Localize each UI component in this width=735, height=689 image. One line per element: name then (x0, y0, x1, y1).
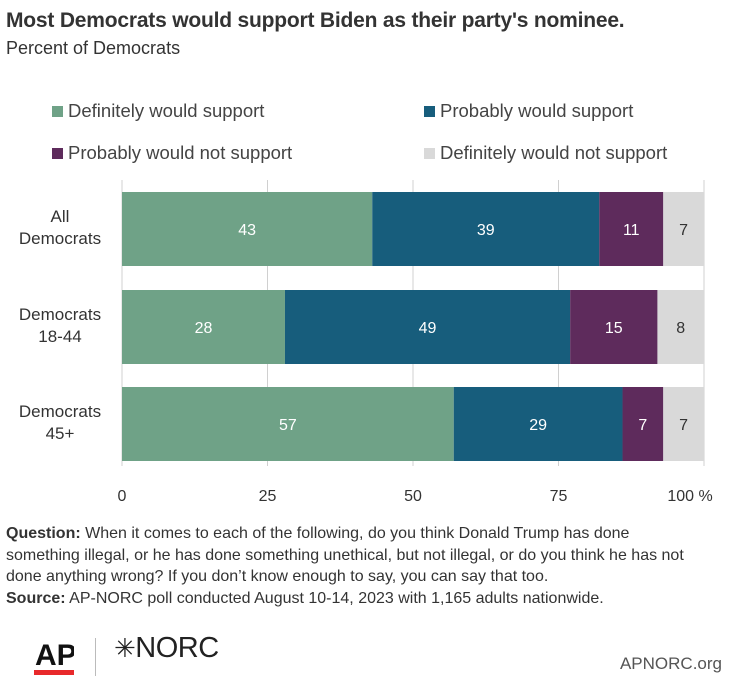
bar-segment (599, 192, 664, 266)
bar-segment (622, 387, 664, 461)
legend-item-probably-not-support: Probably would not support (52, 142, 292, 164)
bar-segment (453, 387, 623, 461)
footnote: Question: When it comes to each of the f… (6, 523, 706, 609)
legend-label: Definitely would support (68, 100, 265, 121)
chart-subtitle: Percent of Democrats (6, 38, 181, 58)
data-label: 29 (529, 417, 547, 434)
data-label: 49 (419, 320, 437, 337)
bar-segment (122, 387, 454, 461)
category-label: All (51, 207, 70, 226)
bar-segment (122, 192, 373, 266)
x-tick-label: 0 (118, 488, 127, 505)
legend-swatch (52, 147, 63, 159)
data-label: 7 (638, 417, 647, 434)
bar-segment (570, 290, 658, 364)
norc-logo-text: NORC (135, 632, 219, 664)
category-label: Democrats (19, 305, 101, 324)
data-label: 7 (679, 222, 688, 239)
data-label: 15 (605, 320, 623, 337)
category-label: Democrats (19, 229, 101, 248)
question-label: Question: (6, 525, 81, 542)
bar-segment (663, 387, 704, 461)
stacked-bar-chart: 43 39 11 7 All Democrats 28 49 15 8 Democrats 18-44… (19, 180, 713, 505)
bar-segment (657, 290, 704, 364)
category-label: Democrats (19, 402, 101, 421)
bar-segment (284, 290, 571, 364)
legend-label: Probably would not support (68, 142, 293, 163)
chart-title: Most Democrats would support Biden as th… (6, 9, 625, 32)
source-text: AP-NORC poll conducted August 10-14, 202… (69, 589, 604, 607)
category-label: 45+ (46, 424, 75, 443)
legend-swatch (52, 105, 63, 117)
x-tick-label: 100 % (667, 488, 712, 505)
source-label: Source: (6, 589, 66, 607)
legend-swatch (424, 147, 435, 159)
data-label: 7 (679, 417, 688, 434)
x-tick-label: 25 (259, 488, 277, 505)
bar-segment (372, 192, 600, 266)
legend-item-definitely-support: Definitely would support (52, 100, 264, 122)
data-label: 43 (238, 222, 256, 239)
ap-logo-text: AP (35, 639, 74, 672)
data-label: 8 (676, 320, 685, 337)
bar-segment (663, 192, 704, 266)
site-url: APNORC.org (619, 654, 722, 673)
question-text: When it comes to each of the following, … (6, 525, 684, 585)
norc-logo: ✳NORC (114, 632, 219, 665)
x-tick-label: 50 (404, 488, 422, 505)
legend-label: Probably would support (440, 100, 634, 121)
bar-segment (122, 290, 285, 364)
ap-logo: AP (34, 639, 74, 675)
data-label: 39 (477, 222, 495, 239)
norc-star-icon: ✳ (114, 633, 136, 663)
data-label: 57 (279, 417, 297, 434)
category-label: 18-44 (38, 327, 81, 346)
data-label: 28 (195, 320, 213, 337)
data-label: 11 (623, 222, 640, 239)
legend-label: Definitely would not support (440, 142, 668, 163)
legend-item-definitely-not-support: Definitely would not support (424, 142, 667, 164)
ap-logo-underline (34, 670, 74, 675)
legend-item-probably-support: Probably would support (424, 100, 633, 122)
logo-divider (95, 638, 96, 676)
legend-swatch (424, 105, 435, 117)
x-tick-label: 75 (550, 488, 568, 505)
